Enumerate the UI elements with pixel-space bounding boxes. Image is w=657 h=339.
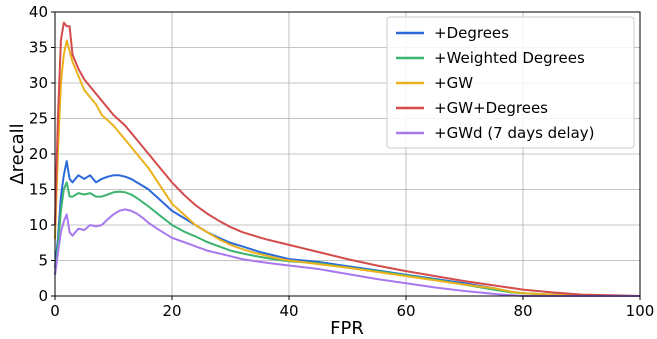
legend: +Degrees +Weighted Degrees +GW +GW+Degrees +… [386, 16, 635, 149]
legend-label: +GW+Degrees [434, 99, 548, 117]
legend-label: +GWd (7 days delay) [434, 124, 595, 142]
x-tick-label: 0 [50, 302, 60, 320]
x-tick-label: 20 [162, 302, 181, 320]
legend-box [386, 16, 635, 149]
legend-label: +Degrees [434, 24, 509, 42]
x-tick-label: 60 [396, 302, 415, 320]
legend-label: +Weighted Degrees [434, 49, 585, 67]
y-axis-label: Δrecall [7, 123, 28, 184]
x-axis-label: FPR [330, 318, 364, 339]
y-tick-label: 35 [29, 39, 48, 57]
y-tick-label: 0 [38, 287, 48, 305]
y-tick-label: 15 [29, 181, 48, 199]
y-tick-label: 30 [29, 74, 48, 92]
x-tick-label: 40 [279, 302, 298, 320]
legend-label: +GW [434, 74, 473, 92]
y-tick-label: 10 [29, 216, 48, 234]
axis-ticks: 0 20 40 60 80 100 0 5 10 15 20 25 30 35 40 [29, 3, 654, 320]
y-tick-label: 5 [38, 252, 48, 270]
series-lines [54, 21, 641, 297]
series-line [54, 21, 641, 297]
series-line [54, 39, 640, 297]
y-tick-label: 25 [29, 110, 48, 128]
y-tick-label: 40 [29, 3, 48, 21]
series-line [54, 160, 640, 297]
x-tick-label: 80 [513, 302, 532, 320]
series-line [54, 208, 640, 297]
y-tick-label: 20 [29, 145, 48, 163]
x-tick-label: 100 [626, 302, 655, 320]
